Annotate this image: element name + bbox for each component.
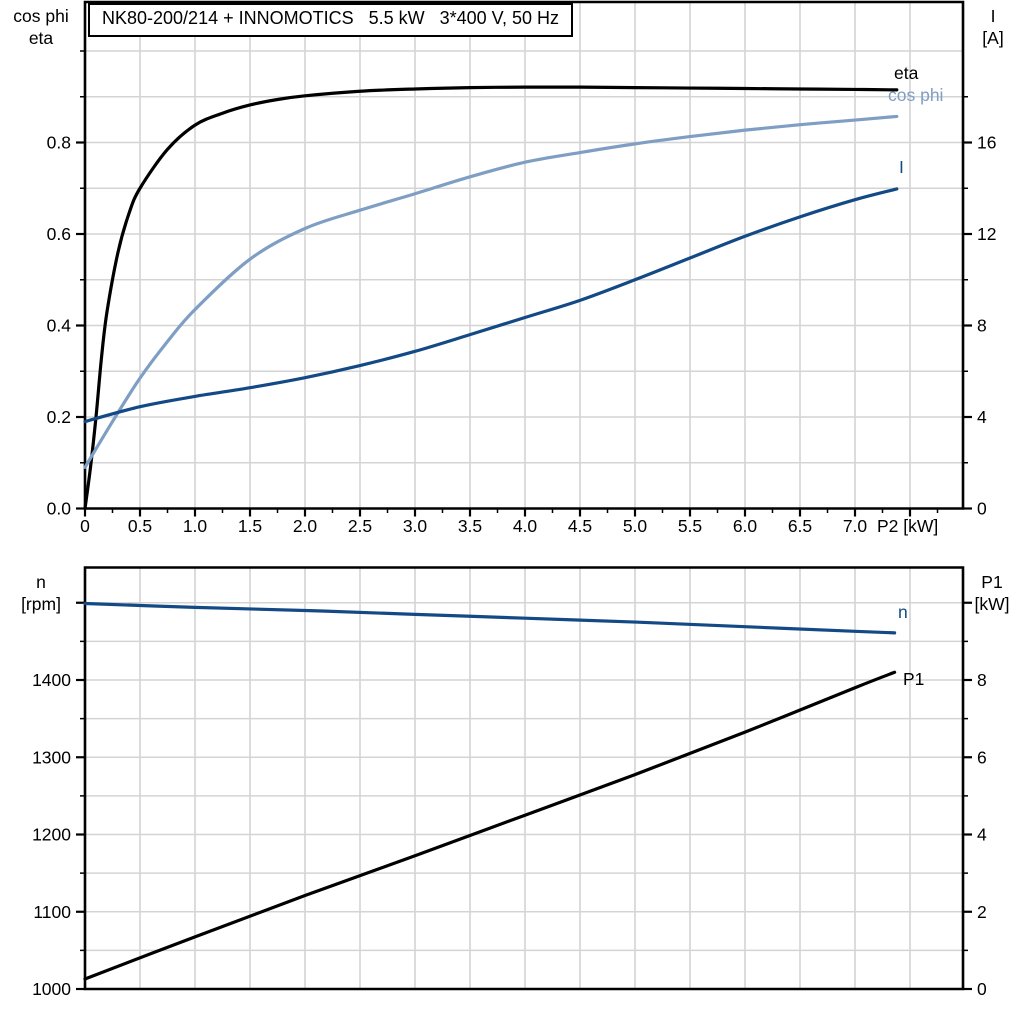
x-tick-label: 5.0 [623, 516, 648, 536]
top-chart-right-tick-label: 4 [977, 407, 987, 427]
top-chart-ticks [76, 50, 972, 517]
bottom-chart-tick-labels: 1000 1100 1200 1300 1400 0 2 4 6 8 [32, 670, 987, 999]
top-chart-left-tick-label: 0.0 [47, 499, 72, 519]
bottom-chart-left-tick-label: 1300 [32, 747, 71, 767]
P1-curve [83, 670, 897, 981]
bottom-chart-left-tick-label: 1400 [32, 670, 71, 690]
bottom-chart-left-tick-label: 1100 [33, 902, 71, 922]
bottom-chart-gridlines [85, 567, 963, 989]
left-axis-title-top-chart: cos phi eta [0, 5, 82, 49]
bottom-chart-left-tick-label: 1000 [32, 979, 71, 999]
cos-phi-curve [83, 114, 899, 469]
x-tick-label: 6.0 [733, 516, 758, 536]
left-axis-title-bottom-chart: n [rpm] [2, 571, 80, 615]
top-chart-left-tick-label: 0.2 [47, 407, 71, 427]
top-chart-right-tick-label: 8 [977, 316, 987, 336]
speed-axis-title-line2: [rpm] [21, 594, 61, 614]
p1-axis-title-line1: P1 [981, 572, 1003, 592]
right-axis-title-bottom-chart: P1 [kW] [962, 571, 1022, 615]
x-tick-label: 1.5 [238, 516, 262, 536]
p1-curve-label: P1 [903, 669, 925, 689]
bottom-chart-right-tick-label: 8 [977, 670, 987, 690]
I-curve [83, 187, 899, 424]
x-tick-label: 7.0 [843, 516, 868, 536]
top-chart-gridlines [85, 2, 963, 509]
x-tick-label: 3.0 [403, 516, 428, 536]
x-tick-label: 4.0 [513, 516, 538, 536]
top-chart-right-tick-label: 12 [977, 224, 996, 244]
x-tick-label: 5.5 [678, 516, 702, 536]
right-axis-title-line1: I [990, 6, 996, 26]
chart-title-box: NK80-200/214 + INNOMOTICS 5.5 kW 3*400 V… [88, 3, 574, 37]
x-tick-label: 0.5 [128, 516, 152, 536]
n-curve [83, 601, 897, 635]
x-tick-label: 1.0 [183, 516, 208, 536]
right-axis-title-line2: [A] [982, 28, 1004, 48]
x-tick-label: 3.5 [458, 516, 482, 536]
top-chart-right-tick-label: 0 [977, 499, 987, 519]
x-tick-label: 6.5 [788, 516, 812, 536]
x-tick-label: 2.5 [348, 516, 372, 536]
x-tick-label: 2.0 [293, 516, 318, 536]
current-curve-label: I [899, 157, 904, 177]
bottom-chart-ticks [76, 601, 972, 991]
left-axis-title-line2: eta [28, 28, 54, 48]
bottom-chart-left-tick-label: 1200 [32, 825, 71, 845]
bottom-chart-right-tick-label: 6 [977, 747, 987, 767]
top-chart-left-tick-label: 0.6 [47, 224, 71, 244]
eta-curve-label: eta [894, 63, 919, 83]
x-axis-unit-label: P2 [kW] [877, 516, 939, 536]
bottom-chart-right-tick-label: 4 [977, 825, 987, 845]
p1-axis-title-line2: [kW] [974, 594, 1010, 614]
left-axis-title-line1: cos phi [13, 6, 69, 26]
eta-curve [83, 85, 899, 511]
top-chart-left-tick-label: 0.4 [47, 316, 72, 336]
top-chart-tick-labels: 0.0 0.2 0.4 0.6 0.8 0 4 8 12 16 0 0.5 1.0 1.5 2.0 2.5 3.… [47, 133, 997, 537]
top-chart-frame [83, 0, 965, 510]
x-tick-label: 4.5 [568, 516, 592, 536]
bottom-chart-right-tick-label: 0 [977, 979, 987, 999]
x-tick-label: 0 [80, 516, 90, 536]
top-chart-right-tick-label: 16 [977, 133, 996, 153]
top-chart-left-tick-label: 0.8 [47, 133, 71, 153]
speed-axis-title-line1: n [36, 572, 46, 592]
right-axis-title-top-chart: I [A] [964, 5, 1022, 49]
cos-phi-curve-label: cos phi [888, 85, 944, 105]
speed-curve-label: n [898, 602, 908, 622]
bottom-chart-right-tick-label: 2 [977, 902, 987, 922]
